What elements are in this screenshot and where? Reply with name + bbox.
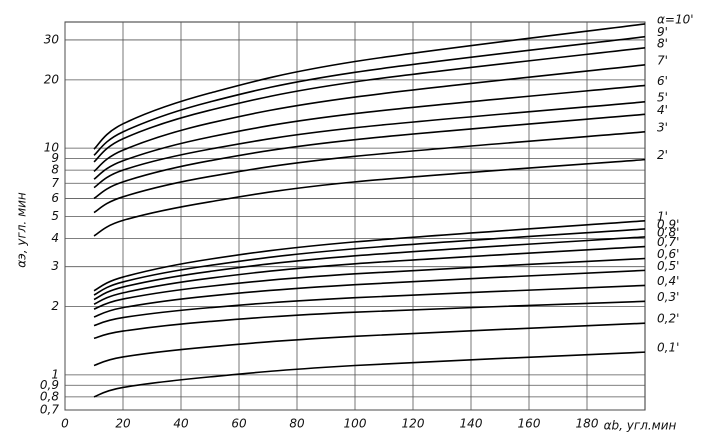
y-tick-label: 3 (51, 259, 59, 273)
y-tick-label: 9 (51, 151, 59, 165)
y-axis-label: αэ, угл. мин (15, 192, 29, 268)
series-label: 0,2' (657, 312, 679, 326)
series-label: α=10' (657, 12, 694, 26)
curve (93, 84, 646, 180)
series-label: 0,5' (657, 259, 679, 273)
curve (93, 351, 646, 398)
x-tick-label: 140 (460, 417, 483, 431)
x-tick-label: 40 (173, 417, 189, 431)
x-tick-label: 100 (344, 417, 367, 431)
y-tick-label: 0,8 (40, 389, 59, 403)
x-tick-label: 60 (231, 417, 247, 431)
y-tick-label: 20 (44, 72, 60, 86)
y-tick-label: 8 (51, 163, 59, 177)
y-tick-label: 0,7 (40, 403, 59, 417)
y-tick-label: 1 (51, 367, 59, 381)
x-axis-label: αb, угл.мин (604, 419, 677, 433)
curve (93, 101, 646, 189)
curve (93, 245, 646, 305)
curve (93, 257, 646, 310)
series-label: 7' (657, 53, 668, 67)
x-tick-label: 80 (289, 417, 305, 431)
series-label: 5' (657, 90, 668, 104)
series-label: 8' (657, 36, 668, 50)
curve (93, 269, 646, 318)
y-tick-label: 0,9 (40, 378, 59, 392)
y-tick-label: 30 (44, 32, 60, 46)
curve (93, 23, 646, 150)
curve (93, 284, 646, 327)
y-tick-label: 6 (51, 191, 59, 205)
curve (93, 35, 646, 156)
x-tick-label: 120 (402, 417, 425, 431)
series-label: 0,9' (657, 217, 679, 231)
y-tick-label: 4 (51, 231, 59, 245)
series-label: 3' (657, 120, 668, 134)
series-label: 0,8' (657, 225, 679, 239)
y-tick-label: 5 (51, 209, 59, 223)
series-label: 0,4' (657, 274, 679, 288)
series-label: 0,1' (657, 341, 679, 355)
series-label: 0,3' (657, 290, 679, 304)
series-label: 9' (657, 25, 668, 39)
curve (93, 228, 646, 296)
series-label: 4' (657, 103, 668, 117)
curve (93, 131, 646, 214)
series-label: 0,7' (657, 235, 679, 249)
curve (93, 64, 646, 172)
curve (93, 158, 646, 237)
x-tick-label: 20 (115, 417, 131, 431)
curve (93, 236, 646, 301)
y-tick-label: 7 (51, 176, 59, 190)
series-label: 0,6' (657, 247, 679, 261)
x-tick-label: 180 (576, 417, 599, 431)
series-label: 2' (657, 148, 668, 162)
x-tick-label: 0 (61, 417, 69, 431)
y-tick-label: 10 (44, 141, 60, 155)
curve (93, 300, 646, 340)
curve (93, 113, 646, 200)
y-tick-label: 2 (51, 299, 59, 313)
curve (93, 220, 646, 292)
curve (93, 47, 646, 163)
x-tick-label: 160 (518, 417, 541, 431)
series-label: 1' (657, 209, 668, 223)
series-label: 6' (657, 74, 668, 88)
curve (93, 322, 646, 367)
